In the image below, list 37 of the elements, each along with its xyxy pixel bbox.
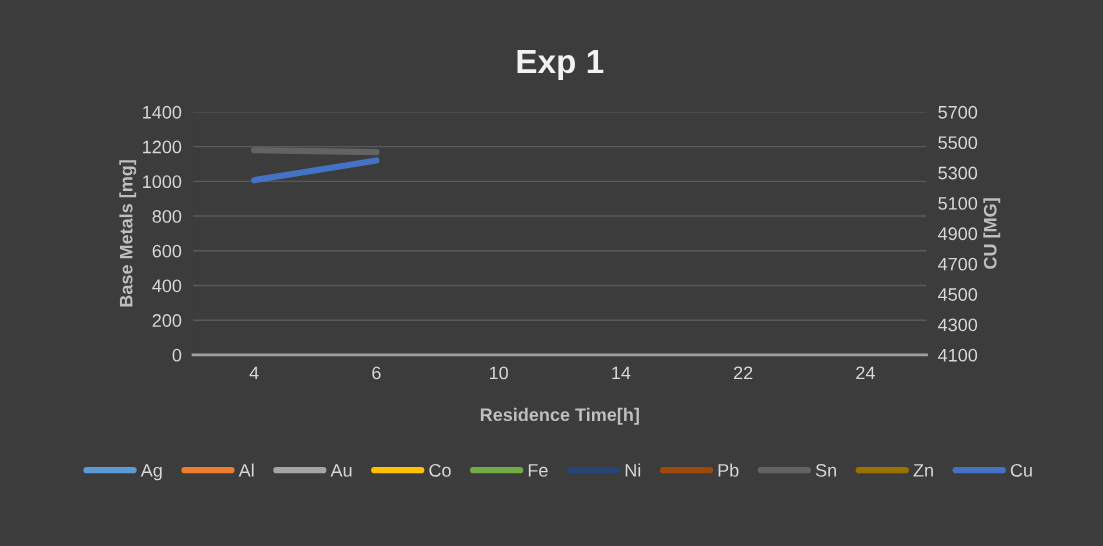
y2-tick-label: 4700 [938,257,978,271]
legend-label: Zn [913,464,933,477]
y2-axis-title: CU [MG] [983,198,1001,269]
y-axis-title: Base Metals [mg] [119,160,137,307]
y-tick-label: 800 [152,209,182,223]
legend-label: Fe [528,464,548,477]
y-tick-label: 1400 [143,105,182,119]
x-tick-label: 4 [249,366,259,380]
y-tick-label: 600 [152,244,182,258]
y2-tick-label: 5100 [938,196,978,210]
y-tick-label: 1000 [143,175,182,189]
x-tick-label: 24 [856,366,875,380]
legend-label: Au [330,464,352,477]
x-axis-title: Residence Time[h] [480,407,639,425]
legend-label: Al [238,463,254,477]
y-tick-label: 200 [152,314,182,327]
legend-label: Ag [140,464,162,481]
legend-label: Pb [718,463,739,477]
x-tick-label: 14 [612,366,631,380]
legend-label: Ni [625,463,641,477]
y2-tick-label: 5700 [938,105,978,119]
y-tick-label: 1200 [143,140,182,154]
chart-title: Exp 1 [517,50,604,80]
y2-tick-label: 4300 [938,318,978,332]
y2-tick-label: 5300 [938,166,978,180]
legend-label: Sn [815,463,836,477]
legend-label: Co [429,463,451,477]
legend-label: Cu [1010,463,1032,477]
y2-tick-label: 5500 [938,136,978,150]
y-tick-label: 0 [172,348,182,362]
x-tick-label: 22 [734,366,753,380]
y2-tick-label: 4100 [938,348,978,362]
x-tick-label: 6 [372,366,381,380]
x-tick-label: 10 [489,366,508,380]
y-tick-label: 400 [152,279,182,293]
y2-tick-label: 4500 [938,288,978,301]
y2-tick-label: 4900 [938,227,978,241]
